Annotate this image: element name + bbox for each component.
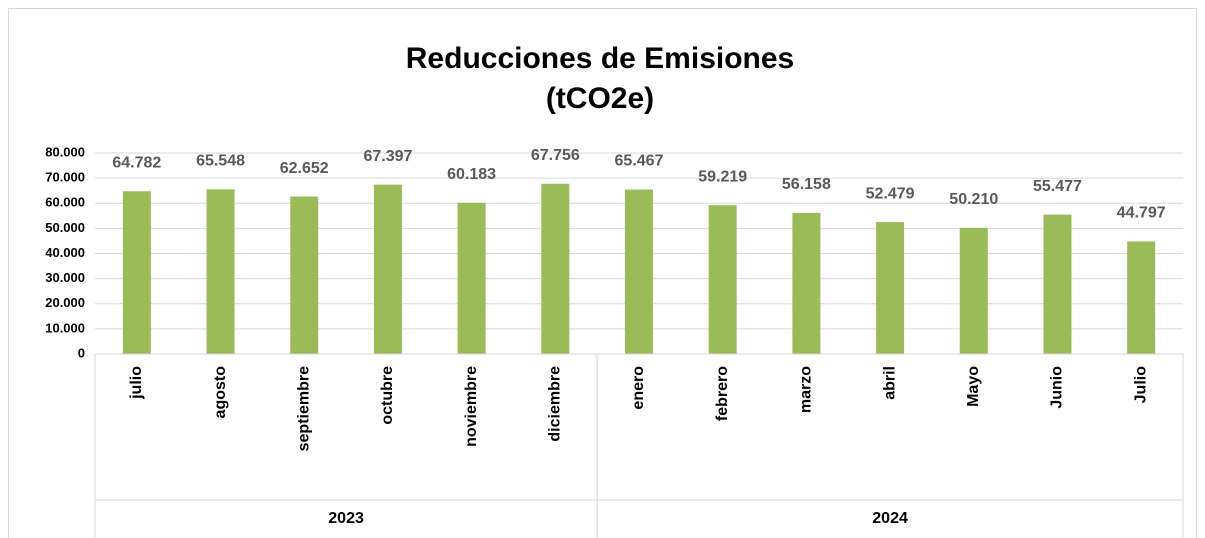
data-label: 50.210 [949,191,998,208]
data-label: 55.477 [1033,178,1082,195]
group-label: 2023 [328,510,364,527]
bar [1127,241,1156,354]
data-label: 64.782 [112,154,161,171]
bar [1043,214,1072,354]
chart-border [8,8,1197,538]
x-tick-label: febrero [714,366,731,421]
bar [792,212,821,354]
y-tick-label: 50.000 [45,220,85,235]
data-label: 60.183 [447,166,496,183]
y-tick-label: 0 [78,345,85,360]
chart-title: (tCO2e) [546,82,654,115]
bar [122,191,151,354]
bar [876,222,905,354]
x-tick-label: abril [881,366,898,400]
x-tick-label: marzo [798,366,815,413]
data-label: 56.158 [782,176,831,193]
data-label: 62.652 [280,160,329,177]
bar [290,196,319,354]
bar [541,183,570,354]
y-tick-label: 30.000 [45,270,85,285]
x-tick-label: enero [630,366,647,410]
chart-title: Reducciones de Emisiones [406,42,794,75]
data-label: 67.756 [531,147,580,164]
bar [708,205,737,354]
group-label: 2024 [872,510,908,527]
bar [625,189,653,354]
x-tick-label: noviembre [463,366,480,447]
x-tick-label: julio [128,366,145,400]
x-tick-label: Mayo [965,366,982,407]
bar [206,189,235,354]
x-tick-label: agosto [212,366,229,419]
y-tick-label: 20.000 [45,295,85,310]
x-tick-label: septiembre [295,366,312,451]
y-tick-label: 40.000 [45,245,85,260]
bar [457,202,486,354]
data-label: 65.467 [615,153,664,170]
data-label: 59.219 [698,168,747,185]
bar [959,227,988,354]
y-tick-label: 10.000 [45,320,85,335]
bar [373,184,402,354]
data-label: 52.479 [866,185,915,202]
y-tick-label: 70.000 [45,170,85,185]
x-tick-label: Junio [1049,366,1066,409]
x-tick-label: octubre [379,366,396,425]
y-tick-label: 80.000 [45,144,85,159]
y-tick-label: 60.000 [45,195,85,210]
data-label: 44.797 [1117,205,1166,222]
x-tick-label: Julio [1132,366,1149,404]
x-tick-label: diciembre [547,366,564,442]
data-label: 65.548 [196,153,245,170]
data-label: 67.397 [363,148,412,165]
